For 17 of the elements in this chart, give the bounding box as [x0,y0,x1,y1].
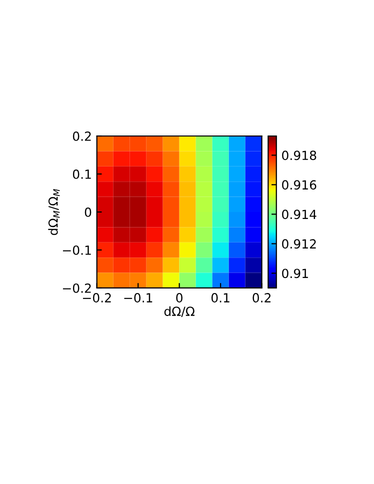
y-tick-label: −0.1 [62,245,91,255]
y-tick-label: 0.2 [72,131,91,141]
x-tick-label: 0 [176,293,182,303]
x-tick-label: −0.1 [124,293,152,303]
color-bar-label: 0.918 [282,150,316,160]
y-tick-label: 0.1 [72,169,91,179]
color-bar-label: 0.914 [282,210,316,220]
y-axis-title: dΩ$_{M}$/Ω$_{M}$ [48,188,60,235]
x-axis-title: dΩ/Ω [164,306,194,317]
color-bar-label: 0.91 [282,268,308,278]
x-tick-label: 0.1 [211,293,230,303]
y-tick-label: 0 [84,207,92,217]
color-bar-label: 0.912 [282,239,316,249]
color-bar-label: 0.916 [282,180,316,190]
x-tick-label: −0.2 [83,293,111,303]
y-tick-label: −0.2 [62,283,91,293]
x-tick-label: 0.2 [252,293,270,303]
